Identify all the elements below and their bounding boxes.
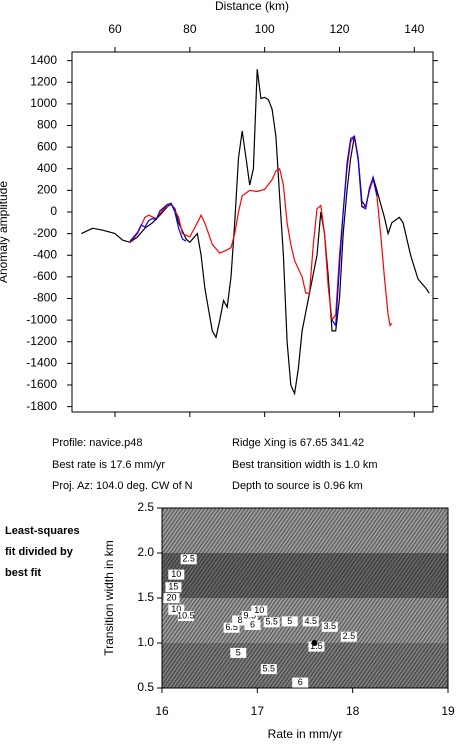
contour-label: 6.5 xyxy=(225,622,238,632)
x-tick-label: 19 xyxy=(441,704,455,718)
contour-label-box xyxy=(340,631,357,642)
y-tick-label: -1800 xyxy=(26,399,57,413)
contour-label-box xyxy=(263,617,280,628)
x-tick-label: 80 xyxy=(183,22,197,36)
dark-band xyxy=(162,553,448,598)
best-fit-point xyxy=(311,640,318,646)
profile-line xyxy=(129,134,393,327)
y-tick-label: 0.5 xyxy=(137,680,154,694)
x-tick-label: 140 xyxy=(404,22,424,36)
info: Depth to source is 0.96 km xyxy=(232,480,363,492)
y-tick-label: 200 xyxy=(37,183,57,197)
info: Profile: navice.p48 xyxy=(52,437,143,449)
contour-label-box xyxy=(180,554,197,565)
contour-label: 5 xyxy=(236,647,241,657)
y-tick-label: -400 xyxy=(33,247,57,261)
y-tick-label: -800 xyxy=(33,291,57,305)
y-tick-label: -200 xyxy=(33,226,57,240)
contour-label: 1.5 xyxy=(310,641,323,651)
contour-label: 10 xyxy=(254,605,264,615)
profile-line xyxy=(129,135,378,328)
y-tick-label: 1400 xyxy=(30,53,57,67)
contour-label-box xyxy=(230,647,247,658)
contour-label-box xyxy=(232,615,249,626)
y-tick-label: 1200 xyxy=(30,74,57,88)
contour-label: 15 xyxy=(168,582,178,592)
side-note: fit divided by xyxy=(5,546,74,558)
x-tick-label: 17 xyxy=(251,704,265,718)
contour-label-box xyxy=(177,611,194,621)
contour-label: 5 xyxy=(287,616,292,626)
profile-line xyxy=(81,69,430,396)
contour-label-box xyxy=(241,611,258,621)
contour-label-box xyxy=(165,582,182,593)
y-tick-label: -600 xyxy=(33,269,57,283)
y-tick-label: -1200 xyxy=(26,334,57,348)
y-tick-label: -1600 xyxy=(26,377,57,391)
contour-label-box xyxy=(321,621,338,632)
contour-label: 5.5 xyxy=(265,617,278,627)
contour-label-box xyxy=(292,677,309,688)
contour-label-box xyxy=(281,616,298,627)
x-tick-label: 100 xyxy=(255,22,275,36)
x-axis-title: Distance (km) xyxy=(215,0,289,13)
info: Ridge Xing is 67.65 341.42 xyxy=(232,437,364,449)
contour-label: 6 xyxy=(298,677,303,687)
y-axis-title: Transition width in km xyxy=(102,540,116,656)
contour-label: 20 xyxy=(167,592,177,602)
contour-label: 6 xyxy=(250,619,255,629)
contour-label: 10 xyxy=(171,569,181,579)
plot-frame xyxy=(71,51,434,413)
contour-label: 4.5 xyxy=(304,616,317,626)
contour-label: 3.5 xyxy=(324,621,337,631)
y-tick-label: 1000 xyxy=(30,96,57,110)
y-tick-label: 2.0 xyxy=(137,545,154,559)
y-tick-label: 0 xyxy=(50,204,57,218)
y-tick-label: 400 xyxy=(37,161,57,175)
contour-label-box xyxy=(302,616,319,627)
contour-label-box xyxy=(260,664,277,675)
contour-label-box xyxy=(168,604,185,615)
info: Proj. Az: 104.0 deg. CW of N xyxy=(52,480,193,492)
x-tick-label: 60 xyxy=(108,22,122,36)
contour-label: 2.5 xyxy=(343,631,356,641)
contour-label: 10.5 xyxy=(177,610,195,620)
y-tick-label: 1.0 xyxy=(137,635,154,649)
contour-label-box xyxy=(244,620,261,630)
contour-label-box xyxy=(168,569,185,580)
contour-label-box xyxy=(308,641,325,652)
contour-label-box xyxy=(163,593,180,603)
side-note: best fit xyxy=(5,567,41,579)
y-tick-label: 600 xyxy=(37,139,57,153)
y-tick-label: 800 xyxy=(37,118,57,132)
contour-label: 9.5 xyxy=(243,610,256,620)
x-tick-label: 18 xyxy=(346,704,360,718)
y-axis-title: Anomaly amplitude xyxy=(0,181,10,283)
y-tick-label: -1000 xyxy=(26,312,57,326)
contour-label-box xyxy=(251,605,268,616)
x-axis-title: Rate in mm/yr xyxy=(268,727,343,741)
contour-label: 10 xyxy=(171,604,181,614)
y-tick-label: -1400 xyxy=(26,356,57,370)
contour-label: 5.5 xyxy=(263,663,276,673)
side-note: Least-squares xyxy=(5,525,80,537)
info: Best transition width is 1.0 km xyxy=(232,459,378,471)
info: Best rate is 17.6 mm/yr xyxy=(52,459,165,471)
y-tick-label: 2.5 xyxy=(137,500,154,514)
x-tick-label: 16 xyxy=(155,704,169,718)
y-tick-label: 1.5 xyxy=(137,590,154,604)
contour-label-box xyxy=(223,622,240,633)
contour-label: 8 xyxy=(238,615,243,625)
misfit-field xyxy=(162,508,448,688)
x-tick-label: 120 xyxy=(329,22,349,36)
contour-label: 2.5 xyxy=(182,554,195,564)
